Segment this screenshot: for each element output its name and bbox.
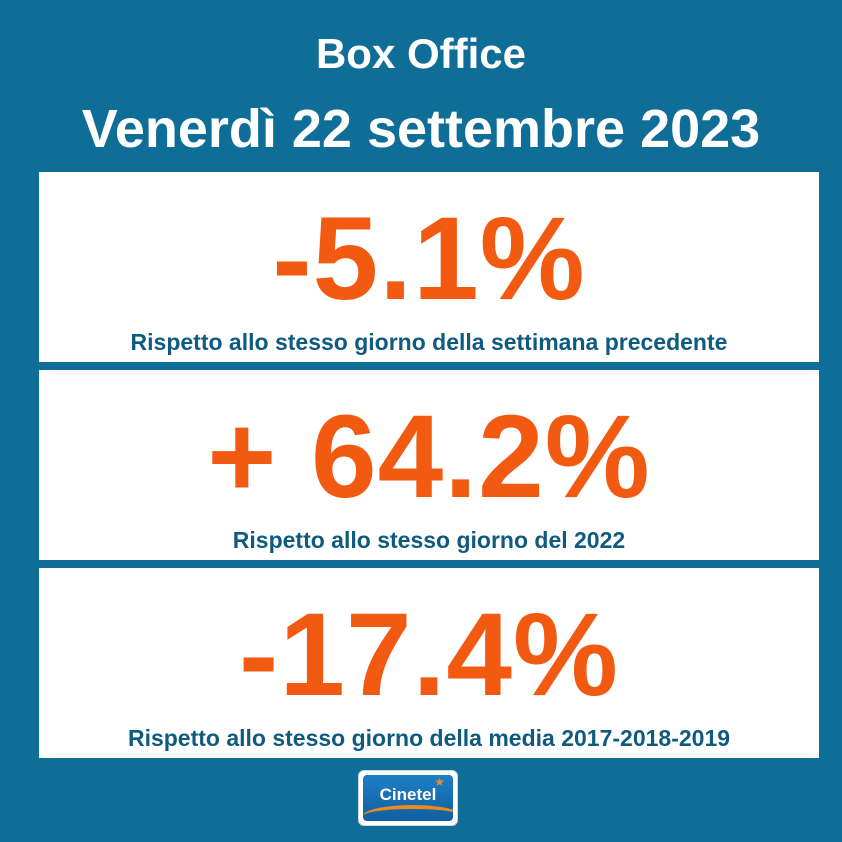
header-date: Venerdì 22 settembre 2023 [81,99,761,159]
stat-caption: Rispetto allo stesso giorno del 2022 [232,527,626,553]
star-icon: ★ [434,775,445,789]
stat-value: -17.4% [239,589,619,721]
logo-badge: ★ Cinetel [363,775,453,821]
stat-value: + 64.2% [207,391,651,523]
stat-value: -5.1% [272,193,586,325]
stat-caption: Rispetto allo stesso giorno della settim… [130,329,728,355]
logo-text: Cinetel [379,785,437,804]
header-title: Box Office [315,30,527,77]
stat-card-weekly: -5.1% Rispetto allo stesso giorno della … [39,172,819,362]
stat-caption: Rispetto allo stesso giorno della media … [127,725,731,751]
stat-card-yearly: + 64.2% Rispetto allo stesso giorno del … [39,370,819,560]
cinetel-logo: ★ Cinetel [358,770,458,826]
stat-card-average: -17.4% Rispetto allo stesso giorno della… [39,568,819,758]
swoosh-icon [363,805,453,821]
